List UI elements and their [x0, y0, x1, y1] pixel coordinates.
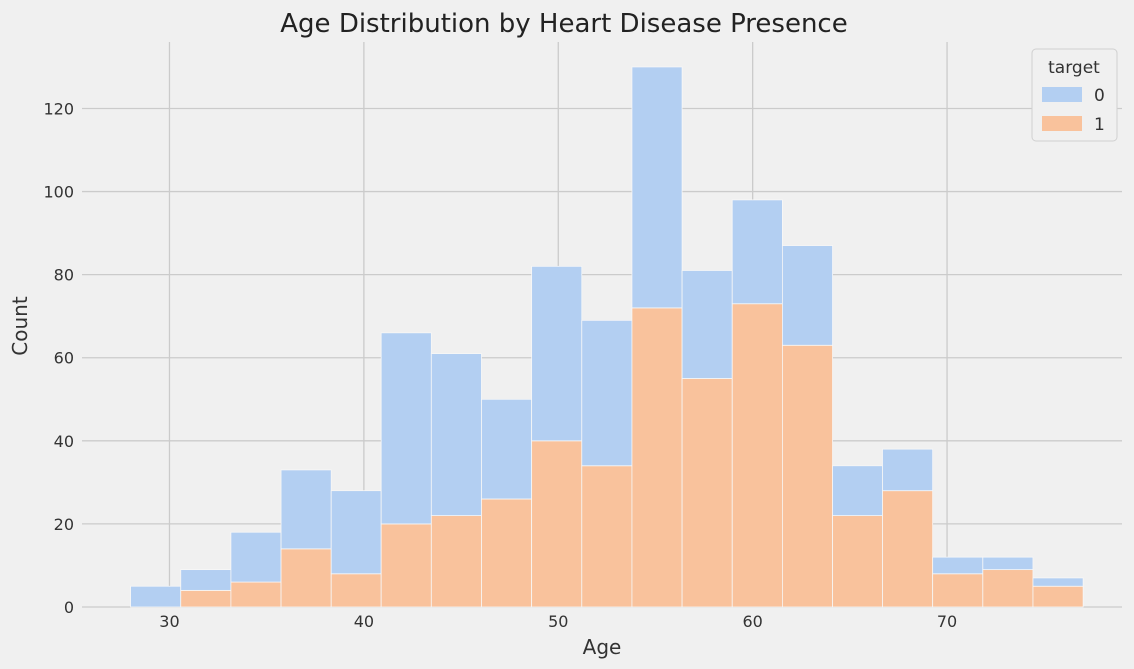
- bar-target-1-bin-9: [581, 465, 633, 608]
- bar-target-1-bin-6: [430, 515, 482, 608]
- bar-target-1-bin-8: [531, 440, 583, 608]
- bar-target-1-bin-5: [380, 523, 432, 608]
- legend-swatch-0: [1042, 87, 1082, 102]
- y-tick-label-4: 80: [54, 266, 74, 285]
- bar-target-0-bin-1: [180, 569, 232, 591]
- bar-target-0-bin-13: [781, 245, 833, 346]
- bar-target-1-bin-4: [330, 573, 382, 608]
- x-tick-label-4: 70: [937, 612, 957, 631]
- bar-target-0-bin-6: [430, 353, 482, 517]
- bar-target-0-bin-5: [380, 332, 432, 525]
- bar-target-1-bin-13: [781, 344, 833, 608]
- legend-label-1: 1: [1094, 115, 1105, 135]
- bar-target-0-bin-9: [581, 319, 633, 467]
- bar-target-1-bin-12: [731, 303, 783, 608]
- x-tick-label-2: 50: [548, 612, 568, 631]
- y-tick-label-5: 100: [43, 183, 74, 202]
- legend: target 0 1: [1031, 48, 1118, 142]
- bar-target-1-bin-1: [180, 589, 232, 608]
- x-tick-label-0: 30: [159, 612, 179, 631]
- y-ticks: 0 20 40 60 80 100 120: [43, 99, 74, 617]
- x-tick-label-1: 40: [354, 612, 374, 631]
- bar-target-0-bin-14: [832, 465, 883, 517]
- y-tick-label-3: 60: [54, 349, 74, 368]
- bar-target-0-bin-10: [631, 66, 683, 309]
- bar-target-0-bin-4: [330, 490, 382, 575]
- legend-swatch-1: [1042, 116, 1082, 131]
- y-tick-label-1: 20: [54, 515, 74, 534]
- bar-target-0-bin-18: [1032, 577, 1084, 587]
- bar-target-0-bin-2: [230, 531, 282, 583]
- bar-target-1-bin-2: [230, 581, 282, 608]
- bar-target-1-bin-11: [681, 378, 733, 608]
- bar-target-0-bin-3: [280, 469, 332, 550]
- legend-label-0: 0: [1094, 86, 1105, 106]
- y-axis-label: Count: [8, 296, 32, 356]
- legend-title: target: [1048, 58, 1100, 78]
- bar-target-0-bin-0: [130, 585, 182, 608]
- bar-target-1-bin-7: [481, 498, 533, 608]
- bar-target-1-bin-17: [982, 569, 1034, 608]
- x-ticks: 30 40 50 60 70: [159, 612, 957, 631]
- bar-target-0-bin-11: [681, 270, 733, 379]
- bars: [130, 66, 1084, 608]
- chart-title: Age Distribution by Heart Disease Presen…: [280, 9, 847, 39]
- bar-target-1-bin-16: [932, 573, 984, 608]
- bar-target-0-bin-16: [932, 556, 984, 575]
- y-tick-label-0: 0: [64, 598, 74, 617]
- bar-target-1-bin-3: [280, 548, 332, 608]
- bar-target-0-bin-15: [882, 448, 934, 492]
- x-tick-label-3: 60: [742, 612, 762, 631]
- y-tick-label-6: 120: [43, 99, 74, 118]
- bar-target-0-bin-7: [481, 398, 533, 500]
- bar-target-1-bin-14: [832, 515, 883, 608]
- bar-target-0-bin-8: [531, 265, 583, 442]
- x-axis-label: Age: [583, 635, 622, 659]
- bar-target-0-bin-12: [731, 199, 783, 305]
- bar-target-1-bin-10: [631, 307, 683, 608]
- bar-target-1-bin-15: [882, 490, 934, 608]
- bar-target-0-bin-17: [982, 556, 1034, 571]
- y-tick-label-2: 40: [54, 432, 74, 451]
- bar-target-1-bin-18: [1032, 585, 1084, 608]
